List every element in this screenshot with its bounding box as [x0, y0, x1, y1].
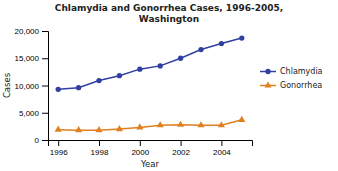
legend-symbol [264, 81, 271, 87]
y-tick: 10,000 [15, 82, 48, 91]
x-tick-mark [181, 140, 182, 146]
series-marker [136, 123, 143, 129]
series-marker [56, 87, 61, 92]
series-marker [218, 121, 225, 127]
x-tick-mark [221, 140, 222, 146]
series-marker [96, 78, 101, 83]
series-marker [178, 56, 183, 61]
series-marker [116, 125, 123, 131]
y-tick: 0 [35, 136, 48, 145]
series-marker [137, 67, 142, 72]
y-tick-label: 5,000 [19, 109, 40, 118]
x-tick: 2002 [172, 140, 190, 157]
y-tick-mark [42, 140, 48, 141]
x-tick-label: 1996 [50, 148, 68, 157]
legend: Chlamydia Gonorrhea [260, 67, 323, 90]
x-tick-label: 2002 [172, 148, 190, 157]
series-marker [76, 85, 81, 90]
series-line [58, 38, 242, 89]
series-marker [157, 121, 164, 127]
legend-symbol [265, 69, 270, 74]
x-tick: 2004 [213, 140, 231, 157]
series-marker [95, 126, 102, 132]
marks [55, 35, 246, 132]
x-tick: 1996 [50, 140, 68, 157]
y-axis-line [42, 32, 49, 141]
legend-item: Gonorrhea [260, 81, 322, 90]
series-marker [219, 41, 224, 46]
legend-item: Chlamydia [260, 67, 323, 76]
x-tick-mark [140, 140, 141, 146]
x-tick-label: 2000 [131, 148, 149, 157]
chart: Chlamydia and Gonorrhea Cases, 1996-2005… [0, 0, 338, 171]
series-marker [198, 47, 203, 52]
series-marker [177, 121, 184, 127]
y-tick: 20,000 [15, 27, 48, 36]
y-tick-mark [42, 31, 48, 32]
y-tick-label: 10,000 [15, 82, 40, 91]
x-tick-mark [58, 140, 59, 146]
y-tick-label: 20,000 [15, 27, 40, 36]
y-tick-mark [42, 113, 48, 114]
y-tick-label: 0 [35, 136, 40, 145]
series-marker [197, 121, 204, 127]
x-tick-label: 2004 [213, 148, 231, 157]
legend-label: Gonorrhea [280, 81, 322, 90]
series-marker [239, 35, 244, 40]
y-tick-mark [42, 58, 48, 59]
x-tick-label: 1998 [91, 148, 109, 157]
legend-label: Chlamydia [280, 67, 323, 76]
series-marker [238, 116, 245, 122]
x-axis: 1996 1998 2000 2002 2004 [49, 140, 253, 157]
x-tick-mark [99, 140, 100, 146]
plot: 1996 1998 2000 2002 2004 0 5,000 10,000 15,000 20… [15, 27, 253, 157]
title: Chlamydia and Gonorrhea Cases, 1996-2005… [55, 3, 283, 24]
y-tick-mark [42, 86, 48, 87]
series-line [58, 120, 242, 130]
x-axis-title: Year [140, 159, 160, 169]
series-marker [117, 73, 122, 78]
series-marker [75, 126, 82, 132]
series-marker [158, 63, 163, 68]
y-tick: 5,000 [19, 109, 48, 118]
y-tick-label: 15,000 [15, 54, 40, 63]
y-axis: 0 5,000 10,000 15,000 20,000 [15, 27, 49, 145]
x-tick: 2000 [131, 140, 149, 157]
y-axis-title: Cases [2, 72, 12, 98]
x-axis-line [49, 141, 253, 147]
series-marker [55, 126, 62, 132]
x-tick: 1998 [91, 140, 109, 157]
y-tick: 15,000 [15, 54, 48, 63]
